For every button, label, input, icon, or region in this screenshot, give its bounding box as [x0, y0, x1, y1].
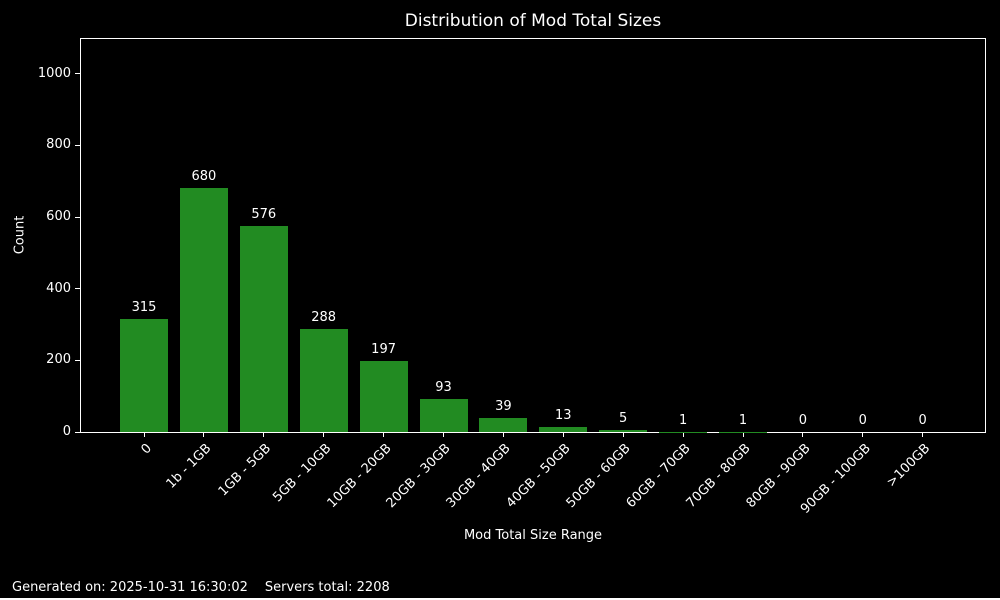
bar-8: [599, 430, 648, 432]
y-tick-label: 200: [46, 352, 71, 368]
servers-total-text: Servers total: 2208: [264, 580, 390, 595]
bar-value-label: 288: [311, 309, 337, 325]
bar-value-label: 1: [678, 412, 688, 428]
y-axis-label: Count: [12, 215, 28, 255]
x-tick: [323, 433, 325, 437]
x-tick-label: 1b - 1GB: [163, 441, 215, 492]
chart-title: Distribution of Mod Total Sizes: [404, 11, 662, 31]
plot-area: 0 200 400 600 800 1000 315 0 680 1b - 1GB 576 1GB -…: [38, 38, 986, 517]
y-tick-label: 400: [46, 280, 71, 296]
bar-4: [359, 361, 408, 432]
bar-value-label: 1: [738, 412, 748, 428]
bar-2: [239, 225, 288, 432]
bar-value-label: 576: [251, 206, 277, 222]
x-axis-label: Mod Total Size Range: [463, 528, 603, 543]
bar-value-label: 39: [495, 399, 512, 415]
bar-1: [179, 188, 228, 432]
x-tick-label: 1GB - 5GB: [216, 441, 275, 500]
bar-value-label: 0: [918, 413, 927, 428]
y-tick: [75, 144, 80, 146]
x-tick: [203, 433, 205, 437]
plot-inner: 0 200 400 600 800 1000 315 0 680 1b - 1GB 576 1GB -…: [38, 39, 985, 517]
footer: Generated on: 2025-10-31 16:30:02 Servers…: [12, 580, 390, 595]
y-tick-label: 800: [46, 137, 71, 153]
y-tick-label: 600: [46, 209, 71, 225]
x-tick: [622, 433, 624, 437]
x-tick: [682, 433, 684, 437]
y-tick: [75, 216, 80, 218]
x-tick: [742, 433, 744, 437]
x-tick: [802, 433, 804, 437]
bar-5: [419, 398, 468, 432]
x-tick: [143, 433, 145, 437]
bar-7: [539, 427, 588, 432]
y-tick: [75, 359, 80, 361]
x-tick: [443, 433, 444, 437]
bar-0: [120, 319, 168, 432]
y-tick: [75, 73, 80, 75]
bar-value-label: 680: [191, 169, 217, 185]
x-tick: [383, 433, 385, 437]
bar-3: [299, 328, 348, 432]
y-tick-label: 0: [62, 424, 71, 439]
x-tick: [502, 433, 504, 437]
bar-value-label: 197: [371, 342, 396, 358]
x-tick: [562, 433, 564, 437]
bar-value-label: 315: [131, 300, 157, 316]
y-tick: [75, 288, 80, 290]
y-tick-label: 1000: [37, 65, 71, 81]
bar-value-label: 0: [798, 413, 808, 428]
y-tick: [75, 431, 80, 433]
x-tick-label: 0: [138, 441, 155, 458]
x-tick-label: 5GB - 10GB: [270, 441, 335, 506]
generated-on-text: Generated on: 2025-10-31 16:30:02: [12, 580, 248, 595]
bar-value-label: 5: [619, 411, 628, 427]
x-tick: [263, 433, 265, 437]
bottom-border-line: [0, 598, 1000, 600]
x-tick: [922, 433, 924, 437]
x-tick-label: >100GB: [884, 441, 934, 491]
x-tick: [862, 433, 864, 437]
bar-value-label: 93: [435, 379, 452, 395]
bar-6: [479, 418, 528, 432]
bar-value-label: 0: [858, 413, 867, 428]
bar-value-label: 13: [555, 408, 572, 424]
